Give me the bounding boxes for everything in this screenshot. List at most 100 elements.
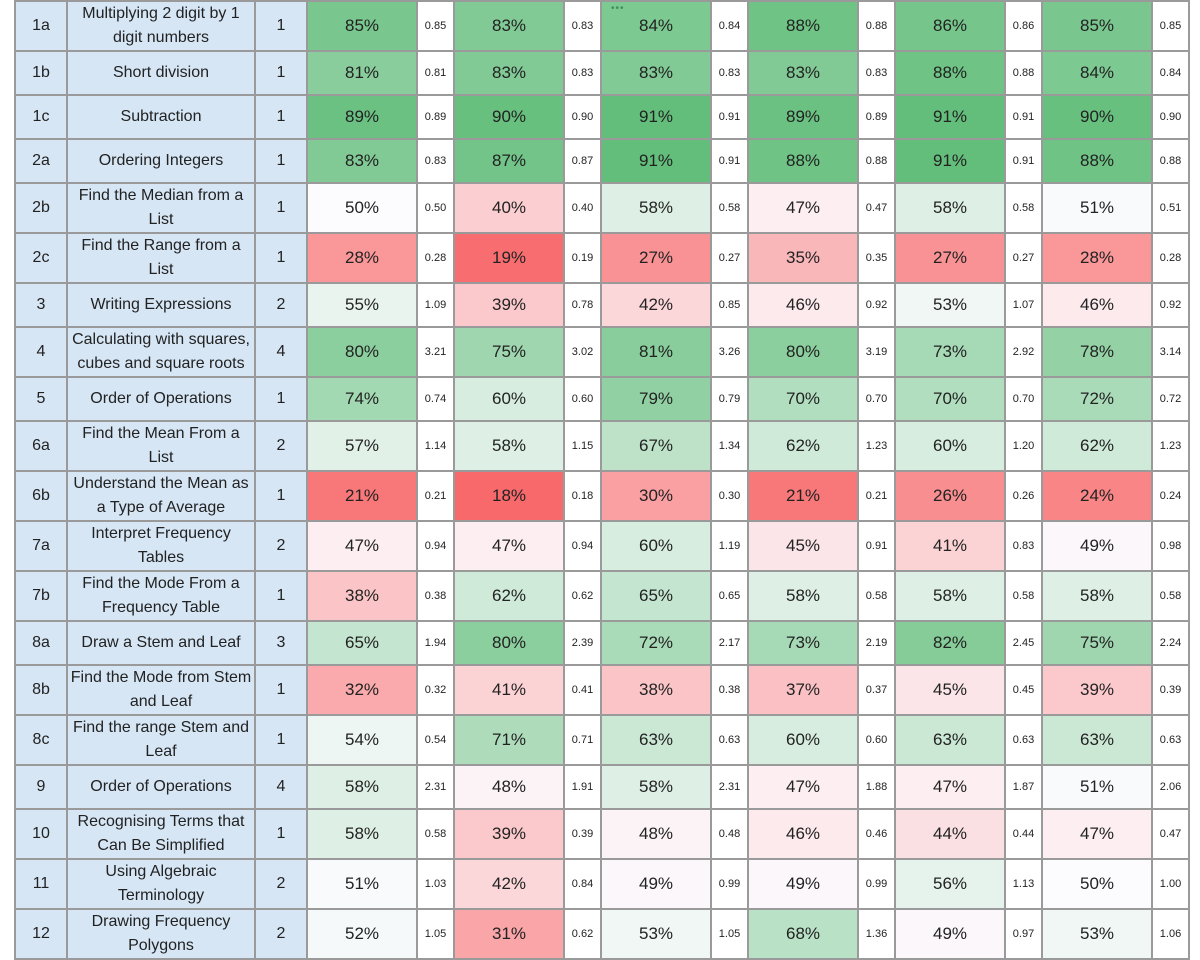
percent-cell: 74% xyxy=(306,376,418,422)
average-score-cell: 1.14 xyxy=(416,420,455,472)
average-score-cell: 0.44 xyxy=(1004,808,1043,860)
average-score-cell: 1.03 xyxy=(416,858,455,910)
average-score-cell: 1.09 xyxy=(416,282,455,328)
average-score-cell: 0.35 xyxy=(857,232,896,284)
percent-cell: 28% xyxy=(306,232,418,284)
percent-cell: 81% xyxy=(306,50,418,96)
percent-cell: 72% xyxy=(600,620,712,666)
average-score-cell: 0.88 xyxy=(857,138,896,184)
more-options-icon[interactable]: ••• xyxy=(611,3,625,14)
average-score-cell: 1.94 xyxy=(416,620,455,666)
average-score-cell: 0.28 xyxy=(1151,232,1190,284)
average-score-cell: 3.26 xyxy=(710,326,749,378)
average-score-cell: 0.63 xyxy=(1004,714,1043,766)
question-number: 7b xyxy=(14,570,68,622)
marks-available: 4 xyxy=(254,326,308,378)
percent-cell: 60% xyxy=(453,376,565,422)
average-score-cell: 0.63 xyxy=(710,714,749,766)
percent-cell: 88% xyxy=(894,50,1006,96)
average-score-cell: 0.86 xyxy=(1004,0,1043,52)
topic-label: Find the Mean From a List xyxy=(66,420,256,472)
percent-cell: 79% xyxy=(600,376,712,422)
percent-cell: 49% xyxy=(747,858,859,910)
marks-available: 1 xyxy=(254,470,308,522)
topic-label: Find the Mode from Stem and Leaf xyxy=(66,664,256,716)
question-number: 1c xyxy=(14,94,68,140)
percent-cell: 65% xyxy=(306,620,418,666)
percent-cell: 35% xyxy=(747,232,859,284)
percent-cell: 39% xyxy=(453,808,565,860)
average-score-cell: 0.65 xyxy=(710,570,749,622)
question-number: 8a xyxy=(14,620,68,666)
marks-available: 1 xyxy=(254,808,308,860)
average-score-cell: 1.20 xyxy=(1004,420,1043,472)
percent-cell: 91% xyxy=(894,138,1006,184)
topic-label: Understand the Mean as a Type of Average xyxy=(66,470,256,522)
percent-cell: 58% xyxy=(894,182,1006,234)
percent-cell: 42% xyxy=(600,282,712,328)
average-score-cell: 0.78 xyxy=(563,282,602,328)
percent-cell: 46% xyxy=(747,808,859,860)
topic-label: Using Algebraic Terminology xyxy=(66,858,256,910)
question-number: 2a xyxy=(14,138,68,184)
percent-cell: 90% xyxy=(453,94,565,140)
percent-cell: 31% xyxy=(453,908,565,960)
percent-cell: 58% xyxy=(600,182,712,234)
percent-cell: 63% xyxy=(600,714,712,766)
table-row: 12 Drawing Frequency Polygons 2 52% 1.05 31% 0… xyxy=(14,908,1190,960)
average-score-cell: 2.31 xyxy=(416,764,455,810)
average-score-cell: 1.87 xyxy=(1004,764,1043,810)
average-score-cell: 1.07 xyxy=(1004,282,1043,328)
percent-cell: 80% xyxy=(306,326,418,378)
average-score-cell: 0.91 xyxy=(710,138,749,184)
average-score-cell: 1.19 xyxy=(710,520,749,572)
percent-cell: 41% xyxy=(453,664,565,716)
average-score-cell: 0.40 xyxy=(563,182,602,234)
percent-cell: 53% xyxy=(600,908,712,960)
average-score-cell: 1.05 xyxy=(416,908,455,960)
percent-cell: 90% xyxy=(1041,94,1153,140)
average-score-cell: 1.36 xyxy=(857,908,896,960)
average-score-cell: 1.15 xyxy=(563,420,602,472)
average-score-cell: 0.91 xyxy=(857,520,896,572)
average-score-cell: 2.31 xyxy=(710,764,749,810)
average-score-cell: 0.70 xyxy=(857,376,896,422)
average-score-cell: 1.06 xyxy=(1151,908,1190,960)
percent-cell: 81% xyxy=(600,326,712,378)
average-score-cell: 0.48 xyxy=(710,808,749,860)
average-score-cell: 0.87 xyxy=(563,138,602,184)
question-number: 11 xyxy=(14,858,68,910)
average-score-cell: 0.58 xyxy=(1004,182,1043,234)
question-number: 7a xyxy=(14,520,68,572)
marks-available: 1 xyxy=(254,232,308,284)
average-score-cell: 0.85 xyxy=(1151,0,1190,52)
percent-cell: 46% xyxy=(747,282,859,328)
topic-label: Multiplying 2 digit by 1 digit numbers xyxy=(66,0,256,52)
table-row: 8c Find the range Stem and Leaf 1 54% 0.54 71… xyxy=(14,714,1190,766)
average-score-cell: 0.46 xyxy=(857,808,896,860)
percent-cell: 47% xyxy=(453,520,565,572)
marks-available: 1 xyxy=(254,570,308,622)
average-score-cell: 0.27 xyxy=(710,232,749,284)
question-number: 4 xyxy=(14,326,68,378)
percent-cell: 50% xyxy=(1041,858,1153,910)
table-row: 6a Find the Mean From a List 2 57% 1.14 58% 1.… xyxy=(14,420,1190,472)
average-score-cell: 0.99 xyxy=(857,858,896,910)
percent-cell: 58% xyxy=(453,420,565,472)
percent-cell: 67% xyxy=(600,420,712,472)
average-score-cell: 0.92 xyxy=(1151,282,1190,328)
percent-cell: 21% xyxy=(747,470,859,522)
topic-label: Ordering Integers xyxy=(66,138,256,184)
percent-cell: 62% xyxy=(1041,420,1153,472)
average-score-cell: 1.91 xyxy=(563,764,602,810)
average-score-cell: 0.58 xyxy=(710,182,749,234)
average-score-cell: 0.83 xyxy=(710,50,749,96)
marks-available: 4 xyxy=(254,764,308,810)
percent-cell: 88% xyxy=(747,138,859,184)
percent-cell: 80% xyxy=(453,620,565,666)
percent-cell: 62% xyxy=(747,420,859,472)
question-number: 1a xyxy=(14,0,68,52)
percent-cell: 49% xyxy=(894,908,1006,960)
average-score-cell: 0.91 xyxy=(1004,94,1043,140)
topic-label: Writing Expressions xyxy=(66,282,256,328)
